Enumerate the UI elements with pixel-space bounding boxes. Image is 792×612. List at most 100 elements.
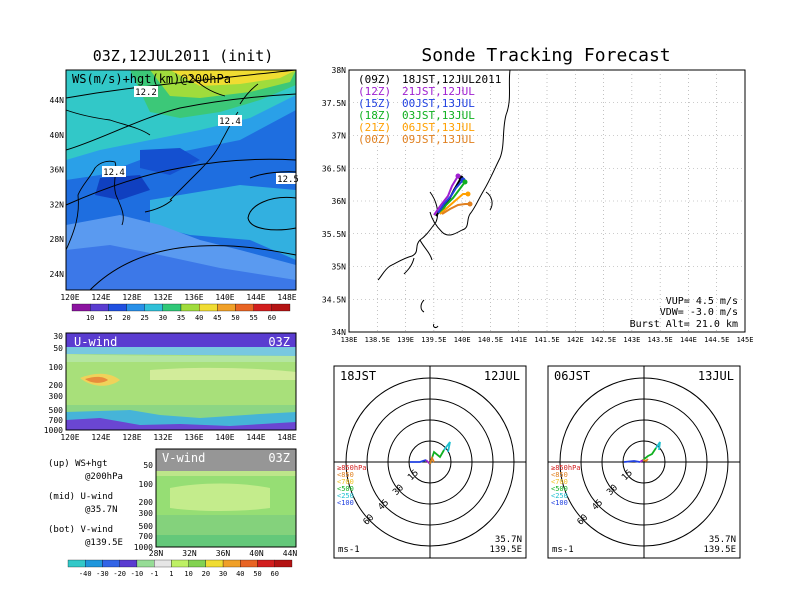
colorbar-tick-label: -40: [79, 570, 92, 578]
lon-tick-label: 145E: [737, 336, 754, 344]
launch-time: 06JST,13JUL: [402, 121, 475, 134]
launch-time: 03JST,13JUL: [402, 109, 475, 122]
hodograph-trace: [443, 441, 451, 453]
lon-tick-label: 144.5E: [704, 336, 729, 344]
hodograph-18jst: 18JST 12JUL15304560≥850hPa<850<700<500<25…: [333, 365, 527, 559]
lat-tick-label: 44N: [283, 549, 298, 558]
hodograph-date: 12JUL: [484, 369, 520, 383]
lon-tick-label: 144E: [246, 293, 265, 302]
lon-tick-label: 132E: [153, 293, 172, 302]
colorbar-tick-label: 30: [219, 570, 227, 578]
lon-tick-label: 143.5E: [647, 336, 672, 344]
hodograph-trace: [655, 441, 661, 451]
colorbar-swatch: [144, 303, 163, 312]
colorbar-swatch: [199, 303, 218, 312]
lat-tick-label: 32N: [50, 200, 65, 209]
colorbar-tick-label: 40: [236, 570, 244, 578]
colorbar-tick-label: 1: [169, 570, 173, 578]
legend-up-level: @200hPa: [85, 472, 123, 482]
level-legend: <100: [337, 499, 354, 507]
colorbar-swatch: [90, 303, 109, 312]
map-lat-ticks: 44N 40N 36N 32N 28N 24N: [50, 96, 65, 279]
colorbar-tick-label: 60: [271, 570, 279, 578]
colorbar-swatch: [180, 303, 200, 312]
pressure-tick-label: 50: [143, 461, 153, 470]
lon-tick-label: 144E: [246, 433, 265, 442]
colorbar-swatch: [108, 303, 127, 312]
hodograph-trace: [410, 459, 427, 463]
pressure-tick-label: 500: [49, 406, 64, 415]
level-legend: ≥850hPa: [337, 464, 367, 472]
u-wind-label: U-wind: [74, 335, 117, 349]
wind-speed-panel-label: WS(m/s)+hgt(km)@200hPa: [72, 72, 231, 86]
track-map-panel: (09Z) 18JST,12JUL2011 (12Z) 21JST,12JUL (15Z…: [348, 69, 746, 333]
hodograph-trace: [642, 458, 649, 463]
colorbar-tick-label: 40: [195, 314, 203, 322]
lon-tick-label: 139E: [397, 336, 414, 344]
colorbar-swatch: [240, 559, 258, 568]
level-legend: <250: [551, 492, 568, 500]
level-legend: <500: [551, 485, 568, 493]
colorbar-swatch: [85, 559, 103, 568]
colorbar-tick-label: 15: [104, 314, 112, 322]
colorbar-swatch: [136, 559, 155, 568]
colorbar-swatch: [271, 303, 291, 312]
lon-tick-label: 128E: [122, 433, 141, 442]
hodograph-06jst: 06JST 13JUL15304560≥850hPa<850<700<500<25…: [547, 365, 741, 559]
launch-time: 18JST,12JUL2011: [402, 73, 501, 86]
colorbar-tick-label: -30: [96, 570, 109, 578]
pressure-tick-label: 200: [139, 498, 154, 507]
legend-bot: (bot) V-wind: [48, 525, 113, 535]
site-lon: 139.5E: [489, 545, 522, 555]
wind-component-colorbar: -40 -30 -20 -10 -1 1 10 20 30 40 50 60: [67, 559, 293, 578]
lat-tick-label: 40N: [50, 131, 65, 140]
colorbar-tick-label: 55: [249, 314, 257, 322]
pressure-tick-label: 100: [49, 363, 64, 372]
colorbar-tick-label: 50: [253, 570, 261, 578]
level-legend: <250: [337, 492, 354, 500]
lat-tick-label: 37.5N: [322, 99, 346, 108]
lon-tick-label: 120E: [60, 293, 79, 302]
lon-tick-label: 140.5E: [478, 336, 503, 344]
pressure-tick-label: 500: [139, 522, 154, 531]
site-lon: 139.5E: [703, 545, 736, 555]
lon-tick-label: 142E: [567, 336, 584, 344]
lat-tick-label: 36.5N: [322, 164, 346, 173]
track-lon-ticks: 138E 138.5E 139E 139.5E 140E 140.5E 141E 141.5E…: [341, 336, 754, 344]
lat-tick-label: 28N: [149, 549, 164, 558]
launch-legend: (09Z) 18JST,12JUL2011 (12Z) 21JST,12JUL (15Z…: [358, 73, 501, 146]
pressure-tick-label: 30: [53, 332, 63, 341]
lon-tick-label: 124E: [91, 293, 110, 302]
burst-alt-text: Burst Alt= 21.0 km: [630, 319, 738, 330]
colorbar-tick-label: 25: [140, 314, 148, 322]
lon-tick-label: 148E: [277, 433, 296, 442]
pressure-tick-label: 300: [49, 392, 64, 401]
colorbar-tick-label: 60: [268, 314, 276, 322]
v-wind-label: V-wind: [162, 451, 205, 465]
lat-tick-label: 36N: [50, 166, 65, 175]
colorbar-tick-label: 20: [122, 314, 130, 322]
v-wind-panel: V-wind 03Z: [155, 448, 297, 548]
hodograph-date: 13JUL: [698, 369, 734, 383]
launch-code: (18Z): [358, 109, 391, 122]
colorbar-tick-label: 30: [159, 314, 167, 322]
lat-tick-label: 35N: [332, 263, 347, 272]
u-wind-time: 03Z: [268, 335, 290, 349]
hodograph-trace: [639, 459, 644, 463]
track-lat-ticks: 38N 37.5N 37N 36.5N 36N 35.5N 35N 34.5N 34N: [322, 66, 346, 337]
level-legend: <700: [551, 478, 568, 486]
colorbar-swatch: [222, 559, 241, 568]
lat-tick-label: 40N: [249, 549, 264, 558]
level-legend: <850: [551, 471, 568, 479]
colorbar-swatch: [71, 303, 91, 312]
launch-code: (00Z): [358, 133, 391, 146]
colorbar-swatch: [217, 303, 236, 312]
hodograph-trace: [642, 447, 657, 461]
colorbar-tick-label: 10: [86, 314, 94, 322]
lon-tick-label: 144E: [680, 336, 697, 344]
lat-tick-label: 36N: [332, 197, 347, 206]
wind-speed-map-panel: 12.2 12.4 12.4 12.5 WS(m/s)+hgt(km)@200h…: [65, 69, 300, 291]
lon-tick-label: 140E: [215, 293, 234, 302]
lat-tick-label: 36N: [216, 549, 231, 558]
launch-code: (12Z): [358, 85, 391, 98]
